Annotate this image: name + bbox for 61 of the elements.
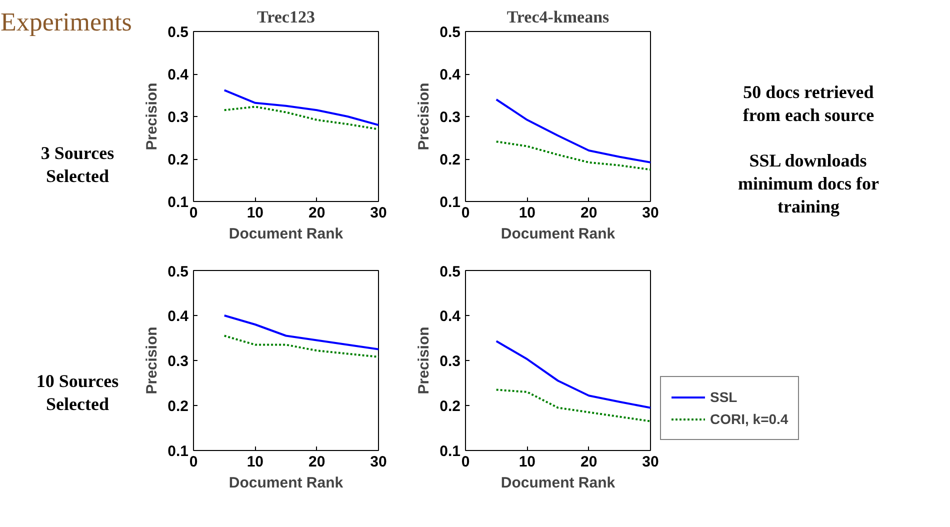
y-tick-label: 0.3 [168,109,189,126]
line-series [223,106,378,130]
y-tick-label: 0.5 [440,264,461,280]
y-axis-title: Precision [416,326,433,394]
line-series [495,140,650,171]
text: 10 Sources Selected [36,371,119,414]
y-tick-label: 0.1 [168,194,189,211]
x-axis-title: Document Rank [500,226,616,242]
chart-title: Trec123 [257,8,315,26]
x-axis-title: Document Rank [500,474,616,492]
y-tick-label: 0.5 [168,24,189,41]
y-axis-title: Precision [416,82,433,150]
y-tick-label: 0.1 [440,194,461,211]
text: Experiments [0,8,132,36]
line-series [223,314,378,350]
x-axis-title: Document Rank [228,474,344,492]
x-tick-label: 30 [370,204,387,222]
chart-title: Trec4-kmeans [506,8,610,26]
x-tick-label: 10 [246,204,264,222]
y-tick-label: 0.2 [168,398,189,415]
text: 3 Sources Selected [40,142,114,186]
y-tick-label: 0.4 [168,308,190,325]
x-tick-label: 20 [580,204,598,222]
x-tick-label: 10 [518,204,536,222]
y-tick-label: 0.3 [440,353,461,370]
line-series [495,340,650,409]
y-tick-label: 0.5 [168,264,189,280]
y-tick-label: 0.1 [440,443,461,460]
y-tick-label: 0.2 [440,152,461,168]
y-tick-label: 0.2 [440,398,461,415]
x-tick-label: 0 [461,204,470,222]
y-tick-label: 0.5 [440,24,461,41]
text: 50 docs retrieved from each source [742,82,874,126]
x-tick-label: 30 [642,454,659,470]
y-tick-label: 0.3 [440,109,461,126]
x-tick-label: 30 [642,204,659,222]
y-tick-label: 0.4 [440,308,462,325]
x-tick-label: 30 [370,454,387,470]
y-axis-title: Precision [144,82,161,150]
x-tick-label: 0 [461,454,470,470]
y-tick-label: 0.1 [168,443,189,460]
line-series [495,388,650,422]
x-tick-label: 20 [308,454,326,470]
text: SSL downloads minimum docs for training [738,150,880,216]
y-tick-label: 0.4 [440,66,462,84]
x-tick-label: 0 [189,204,198,222]
legend-label: SSL [710,389,738,405]
y-tick-label: 0.4 [168,66,190,84]
x-tick-label: 0 [189,454,198,470]
y-axis-title: Precision [144,326,161,394]
line-series [223,89,378,126]
x-axis-title: Document Rank [228,226,344,242]
x-tick-label: 20 [308,204,326,222]
legend-label: CORI, k=0.4 [710,411,788,427]
y-tick-label: 0.3 [168,353,189,370]
line-series [223,334,378,358]
x-tick-label: 10 [518,454,536,470]
y-tick-label: 0.2 [168,152,189,168]
x-tick-label: 10 [246,454,264,470]
line-series [495,98,650,164]
x-tick-label: 20 [580,454,598,470]
